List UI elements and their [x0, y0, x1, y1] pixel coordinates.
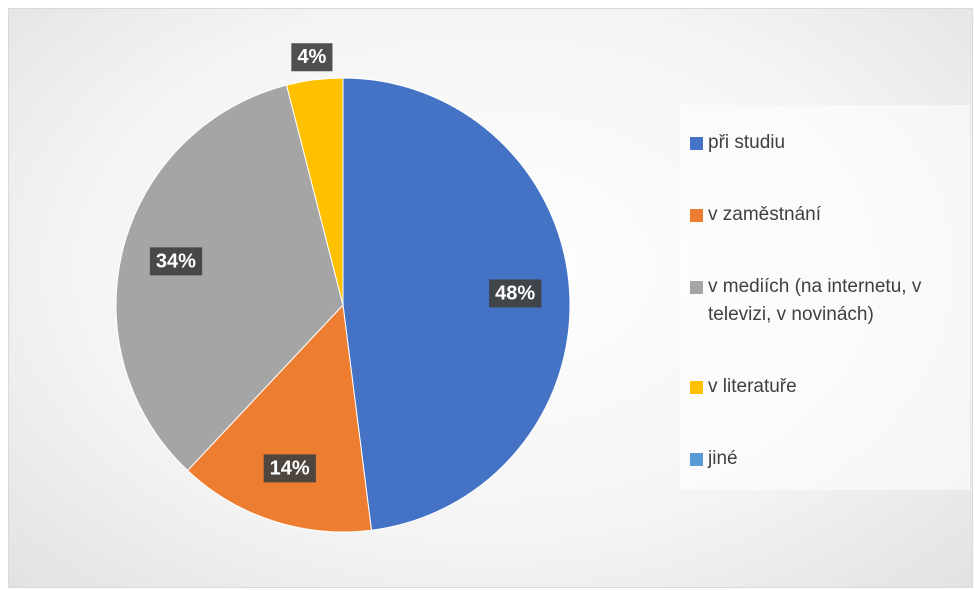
legend-swatch [690, 453, 703, 466]
legend-label: v mediích (na internetu, v televizi, v n… [708, 276, 922, 325]
legend-item: v mediích (na internetu, v televizi, v n… [690, 273, 975, 329]
legend-label: při studiu [708, 132, 786, 153]
value-label: 48% [495, 282, 535, 304]
pie-slice [115, 84, 344, 472]
legend-swatch [690, 209, 703, 222]
legend-swatch [690, 281, 703, 294]
legend-swatch [690, 137, 703, 150]
pie-slice [342, 77, 571, 531]
legend-item: jiné [690, 445, 975, 473]
legend-item: při studiu [690, 129, 975, 157]
legend: při studiu v zaměstnání v mediích (na inte… [680, 105, 970, 490]
legend-label: v literatuře [708, 376, 797, 397]
pie-slice [186, 303, 373, 533]
value-label: 14% [270, 457, 310, 479]
value-label-box [263, 454, 316, 483]
legend-swatch [690, 381, 703, 394]
value-label: 34% [156, 250, 196, 272]
legend-label: v zaměstnání [708, 204, 821, 225]
value-label-box [489, 279, 542, 308]
value-label-box [291, 43, 333, 72]
value-label-box [149, 247, 203, 276]
legend-item: v zaměstnání [690, 201, 975, 229]
legend-item: v literatuře [690, 373, 975, 401]
legend-label: jiné [708, 448, 738, 469]
value-label: 4% [297, 46, 326, 68]
pie-slice [285, 77, 344, 306]
